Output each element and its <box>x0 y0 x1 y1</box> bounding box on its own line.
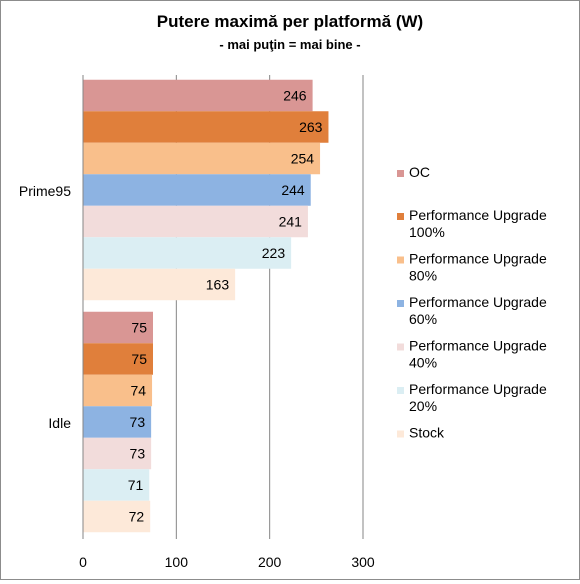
legend-label: Performance Upgrade 80% <box>409 251 547 284</box>
bar <box>83 174 311 206</box>
data-label: 163 <box>206 277 230 293</box>
legend-swatch <box>397 430 404 438</box>
bar <box>83 406 152 438</box>
x-tick-label: 200 <box>258 554 282 570</box>
legend: OC Performance Upgrade 100% Performance Upg… <box>397 164 547 441</box>
bar <box>83 343 153 375</box>
legend-label: Performance Upgrade 40% <box>409 338 547 371</box>
bar <box>83 79 313 112</box>
bar <box>83 205 308 238</box>
data-label: 75 <box>131 351 147 367</box>
data-label: 263 <box>299 119 323 135</box>
legend-swatch <box>397 300 404 307</box>
legend-label: Stock <box>409 425 445 441</box>
x-tick-label: 0 <box>79 554 87 570</box>
data-label: 254 <box>291 151 315 167</box>
legend-label: Performance Upgrade 100% <box>409 207 547 240</box>
legend-swatch <box>397 256 404 264</box>
data-label: 72 <box>129 509 145 525</box>
axes: 0 100 200 300 Prime95 Idle <box>19 75 375 570</box>
data-label: 244 <box>281 182 305 198</box>
category-label: Prime95 <box>19 183 71 199</box>
bar <box>83 500 151 533</box>
bars: 246 263 254 244 241 223 163 75 75 74 73 73 71 72 <box>83 79 329 533</box>
data-label: 241 <box>279 214 303 230</box>
data-label: 71 <box>128 477 144 493</box>
legend-label: Performance Upgrade 20% <box>409 381 547 414</box>
data-label: 75 <box>131 320 147 336</box>
bar <box>83 437 152 470</box>
legend-swatch <box>397 213 404 220</box>
bar <box>83 469 150 501</box>
legend-label: Performance Upgrade 60% <box>409 294 547 327</box>
data-label: 73 <box>130 414 146 430</box>
bar <box>83 374 153 407</box>
chart-title: Putere maximă per platformă (W) <box>157 12 423 31</box>
bar <box>83 142 321 175</box>
data-label: 223 <box>262 245 286 261</box>
category-label: Idle <box>48 415 71 431</box>
legend-swatch <box>397 387 404 394</box>
bar <box>83 237 292 269</box>
x-tick-label: 300 <box>351 554 375 570</box>
data-label: 246 <box>283 88 307 104</box>
legend-swatch <box>397 343 404 351</box>
data-label: 74 <box>130 383 146 399</box>
legend-label: OC <box>409 164 430 180</box>
data-label: 73 <box>130 446 146 462</box>
chart-subtitle: - mai puţin = mai bine - <box>219 37 360 52</box>
bar <box>83 268 236 301</box>
x-tick-label: 100 <box>165 554 189 570</box>
bar <box>83 111 329 143</box>
bar <box>83 311 153 344</box>
legend-swatch <box>397 170 404 177</box>
